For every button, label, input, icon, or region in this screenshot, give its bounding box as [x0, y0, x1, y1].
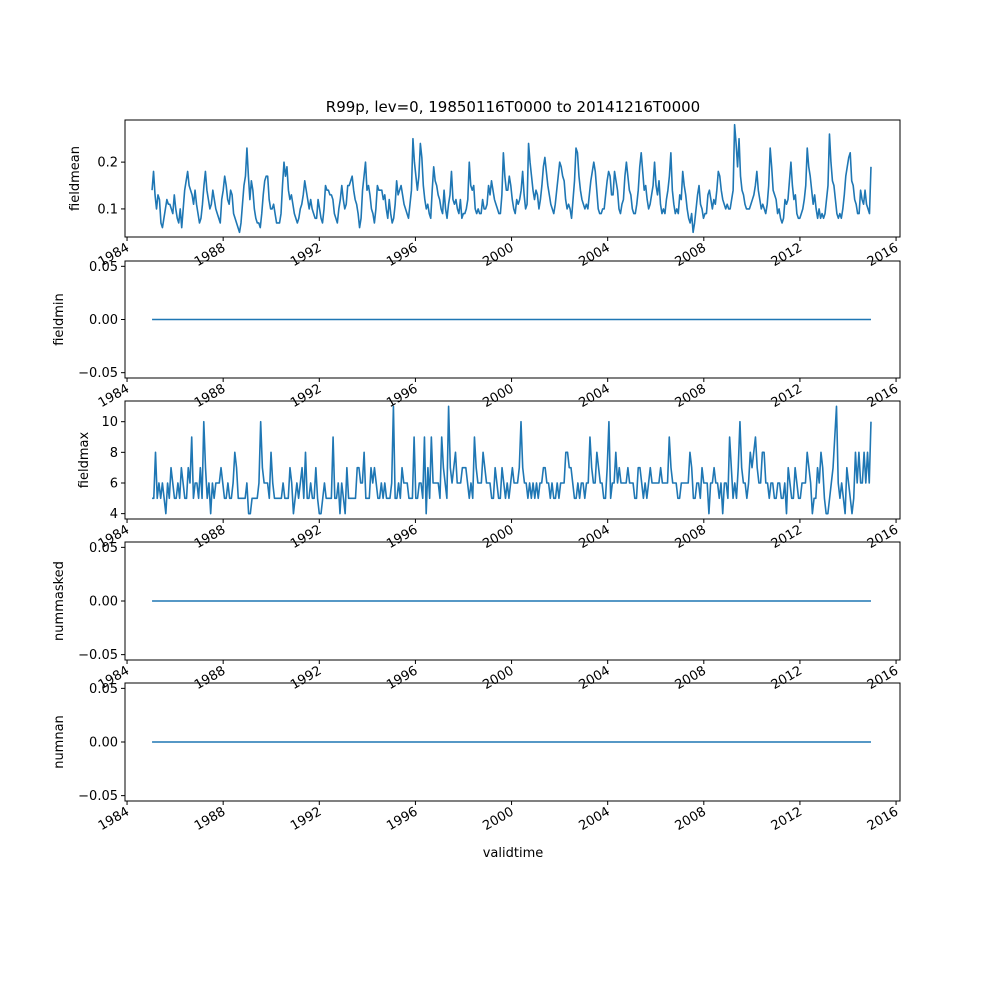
y-axis-label: numnan	[52, 715, 67, 769]
y-tick-label: −0.05	[78, 789, 118, 804]
subplot-fieldmin: −0.05 0.00 0.05 fieldmin 1984 1988 1992 1996 200…	[52, 260, 901, 411]
x-tick-label: 2004	[577, 522, 613, 552]
x-tick-label: 1988	[192, 522, 228, 552]
y-tick-label: 0.00	[89, 595, 118, 610]
y-tick-label: 0.00	[89, 736, 118, 751]
series-line-fieldmax	[152, 405, 872, 515]
x-tick-label: 1988	[192, 240, 228, 270]
y-tick-label: 8	[110, 446, 118, 461]
axes-frame	[124, 400, 901, 520]
y-axis-label: fieldmax	[77, 432, 92, 489]
x-tick-label: 2016	[865, 240, 901, 270]
x-tick-label: 1984	[96, 804, 132, 834]
x-tick-label: 2012	[769, 663, 805, 693]
y-tick-label: −0.05	[78, 366, 118, 381]
x-tick-label: 2000	[480, 663, 516, 693]
x-tick-label: 2004	[577, 804, 613, 834]
series-line-fieldmean	[151, 123, 872, 234]
x-tick-label: 2008	[673, 663, 709, 693]
x-tick-label: 2000	[480, 381, 516, 411]
y-tick-label: 0.05	[89, 260, 118, 275]
x-tick-label: 2004	[577, 381, 613, 411]
x-tick-label: 2004	[577, 240, 613, 270]
x-tick-label: 2012	[769, 240, 805, 270]
x-tick-label: 2000	[480, 240, 516, 270]
subplots: 0.1 0.2 fieldmean 1984 1988 1992 1996 2000 2004 2…	[52, 119, 901, 834]
y-tick-label: 0.05	[89, 682, 118, 697]
x-tick-label: 2004	[577, 663, 613, 693]
x-tick-label: 1984	[96, 381, 132, 411]
x-tick-label: 2012	[769, 804, 805, 834]
x-tick-label: 1988	[192, 804, 228, 834]
x-tick-label: 2008	[673, 804, 709, 834]
x-tick-label: 2016	[865, 381, 901, 411]
y-axis-label: fieldmean	[68, 146, 83, 211]
y-axis-label: nummasked	[52, 561, 67, 641]
y-axis-label: fieldmin	[52, 293, 67, 346]
y-tick-label: 6	[110, 476, 118, 491]
x-tick-label: 2008	[673, 381, 709, 411]
x-tick-label: 2000	[480, 522, 516, 552]
x-tick-label: 1992	[288, 381, 324, 411]
x-tick-label: 2016	[865, 522, 901, 552]
x-tick-label: 1992	[288, 240, 324, 270]
y-tick-label: 0.2	[97, 156, 118, 171]
x-tick-label: 2000	[480, 804, 516, 834]
y-tick-label: 4	[110, 507, 118, 522]
x-tick-label: 1996	[384, 522, 420, 552]
x-tick-label: 2012	[769, 381, 805, 411]
x-axis-label: validtime	[483, 846, 544, 861]
axes-frame	[124, 119, 901, 238]
x-tick-label: 1992	[288, 522, 324, 552]
chart-title: R99p, lev=0, 19850116T0000 to 20141216T0…	[326, 98, 700, 116]
x-tick-label: 1996	[384, 240, 420, 270]
x-tick-label: 1996	[384, 804, 420, 834]
x-tick-label: 1988	[192, 381, 228, 411]
y-tick-label: 10	[101, 415, 118, 430]
x-tick-label: 1992	[288, 804, 324, 834]
x-tick-label: 2008	[673, 522, 709, 552]
y-tick-label: 0.05	[89, 541, 118, 556]
x-tick-label: 1988	[192, 663, 228, 693]
x-tick-label: 2016	[865, 663, 901, 693]
y-tick-label: 0.00	[89, 313, 118, 328]
y-tick-label: −0.05	[78, 648, 118, 663]
x-tick-label: 2008	[673, 240, 709, 270]
x-tick-label: 1992	[288, 663, 324, 693]
x-tick-label: 1996	[384, 663, 420, 693]
y-tick-label: 0.1	[97, 202, 118, 217]
x-tick-label: 2012	[769, 522, 805, 552]
x-tick-label: 2016	[865, 804, 901, 834]
x-tick-label: 1996	[384, 381, 420, 411]
subplot-numnan: −0.05 0.00 0.05 numnan 1984 1988 1992 1996 2000 2…	[52, 682, 901, 834]
